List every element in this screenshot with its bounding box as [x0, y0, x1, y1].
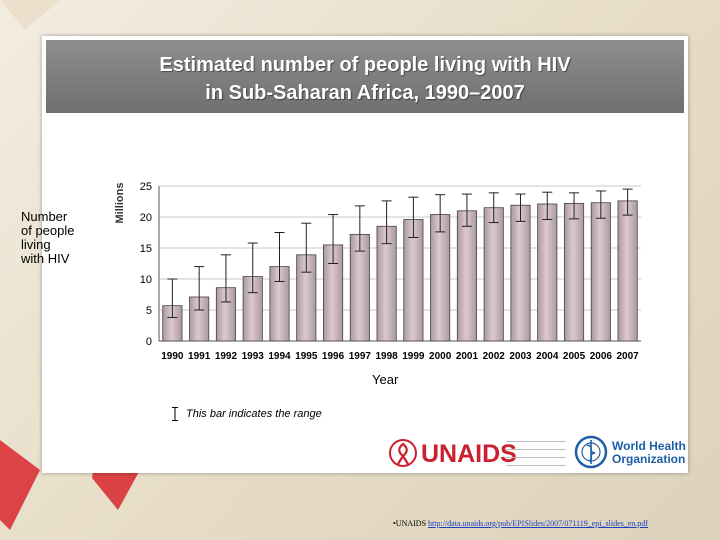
chart-title-line-2: in Sub-Saharan Africa, 1990–2007 [205, 82, 525, 104]
bar [430, 214, 451, 342]
x-tick-label: 1990 [161, 351, 184, 362]
y-axis-label: Millions [114, 182, 126, 224]
x-tick-label: 2000 [429, 351, 452, 362]
bar [537, 203, 558, 342]
x-tick-label: 1997 [349, 351, 372, 362]
unaids-cosponsors-list [506, 441, 566, 478]
bar [456, 210, 477, 342]
bar [617, 200, 638, 342]
range-legend-note: This bar indicates the range [186, 408, 322, 420]
x-tick-label: 2007 [616, 351, 639, 362]
x-tick-label: 1998 [375, 351, 398, 362]
x-tick-label: 2001 [456, 351, 479, 362]
who-logo-text: World Health Organization [612, 439, 686, 466]
x-tick-label: 2002 [483, 351, 506, 362]
y-tick-label: 15 [140, 243, 152, 255]
x-tick-label: 1995 [295, 351, 318, 362]
bar [564, 202, 585, 342]
bar [483, 207, 504, 342]
x-tick-label: 2006 [590, 351, 613, 362]
x-tick-label: 1993 [242, 351, 265, 362]
source-footer: •UNAIDS http://data.unaids.org/pub/EPISl… [393, 519, 648, 528]
bar [590, 202, 611, 342]
source-link[interactable]: http://data.unaids.org/pub/EPISlides/200… [428, 519, 648, 528]
unaids-logo-text: UNAIDS [421, 440, 517, 468]
chart-title-line-1: Estimated number of people living with H… [159, 54, 571, 76]
x-tick-label: 1991 [188, 351, 211, 362]
x-tick-label: 1996 [322, 351, 345, 362]
who-emblem-icon [574, 435, 608, 469]
y-tick-label: 0 [146, 336, 152, 348]
x-tick-label: 2003 [509, 351, 532, 362]
x-tick-label: 1992 [215, 351, 238, 362]
x-tick-label: 2004 [536, 351, 559, 362]
bar [510, 204, 531, 342]
y-axis-description: Number of people living with HIV [21, 209, 75, 266]
y-tick-label: 10 [140, 274, 152, 286]
y-tick-label: 5 [146, 305, 152, 317]
x-tick-label: 1994 [268, 351, 291, 362]
range-bar-icon [172, 407, 178, 421]
x-tick-label: 1999 [402, 351, 425, 362]
title-banner: Estimated number of people living with H… [46, 40, 684, 113]
source-prefix: •UNAIDS [393, 519, 429, 528]
y-tick-label: 25 [140, 181, 152, 193]
x-axis-label: Year [372, 372, 399, 387]
x-tick-label: 2005 [563, 351, 586, 362]
unaids-ribbon-icon [389, 439, 417, 467]
y-tick-label: 20 [140, 212, 152, 224]
